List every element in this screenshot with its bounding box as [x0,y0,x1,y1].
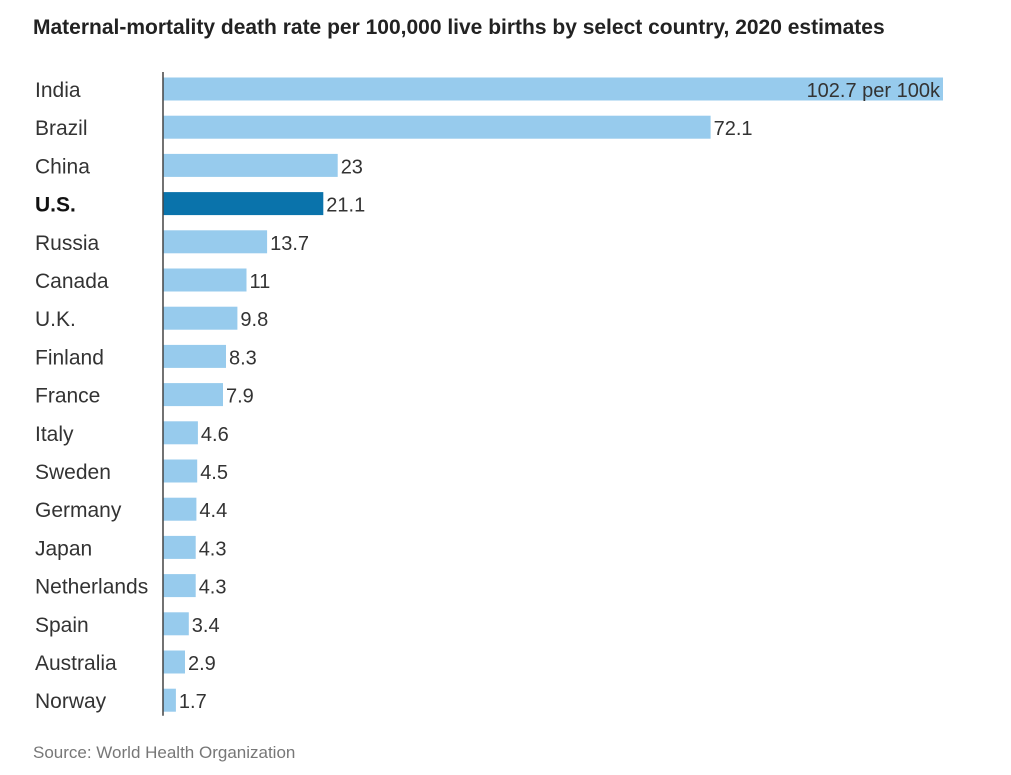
bar-norway [163,688,176,712]
value-label-germany: 4.4 [199,500,227,522]
category-label-canada: Canada [35,270,109,293]
category-label-u-s: U.S. [35,194,76,217]
value-label-netherlands: 4.3 [199,577,227,599]
value-label-brazil: 72.1 [714,118,753,140]
bar-finland [163,344,226,368]
category-label-australia: Australia [35,652,117,675]
bar-india [163,77,943,101]
value-label-india: 102.7 per 100k [807,80,941,102]
category-label-sweden: Sweden [35,461,111,484]
bar-japan [163,535,196,559]
chart-source: Source: World Health Organization [33,743,296,762]
category-label-netherlands: Netherlands [35,576,148,599]
value-label-finland: 8.3 [229,347,257,369]
value-label-norway: 1.7 [179,691,207,713]
category-label-italy: Italy [35,423,74,446]
category-label-brazil: Brazil [35,117,88,140]
value-label-sweden: 4.5 [200,462,228,484]
category-label-india: India [35,79,81,102]
bar-netherlands [163,574,196,598]
value-label-russia: 13.7 [270,233,309,255]
category-label-finland: Finland [35,346,104,369]
value-label-japan: 4.3 [199,538,227,560]
bar-sweden [163,459,198,483]
bar-u-s [163,192,324,216]
bar-australia [163,650,185,674]
labels-layer: India 102.7 per 100k Brazil 72.1 China 23 U.S.… [35,79,941,713]
value-label-australia: 2.9 [188,653,216,675]
value-label-u-k: 9.8 [240,309,268,331]
category-label-germany: Germany [35,499,122,522]
bar-germany [163,497,197,521]
value-label-spain: 3.4 [192,615,220,637]
bar-chart: India 102.7 per 100k Brazil 72.1 China 23 U.S.… [35,72,943,716]
chart-title: Maternal-mortality death rate per 100,00… [33,16,885,39]
bar-u-k [163,306,238,330]
category-label-spain: Spain [35,614,89,637]
category-label-russia: Russia [35,232,100,255]
value-label-u-s: 21.1 [326,195,365,217]
bar-spain [163,612,189,636]
category-label-france: France [35,385,100,408]
value-label-china: 23 [341,156,363,178]
category-label-china: China [35,155,90,178]
bars-layer [163,77,943,712]
bar-china [163,153,338,177]
bar-brazil [163,115,711,139]
value-label-canada: 11 [250,271,271,293]
value-label-france: 7.9 [226,386,254,408]
category-label-japan: Japan [35,537,92,560]
bar-france [163,383,223,407]
category-label-u-k: U.K. [35,308,76,331]
bar-canada [163,268,247,292]
bar-russia [163,230,268,254]
category-label-norway: Norway [35,690,107,713]
bar-italy [163,421,198,445]
value-label-italy: 4.6 [201,424,229,446]
